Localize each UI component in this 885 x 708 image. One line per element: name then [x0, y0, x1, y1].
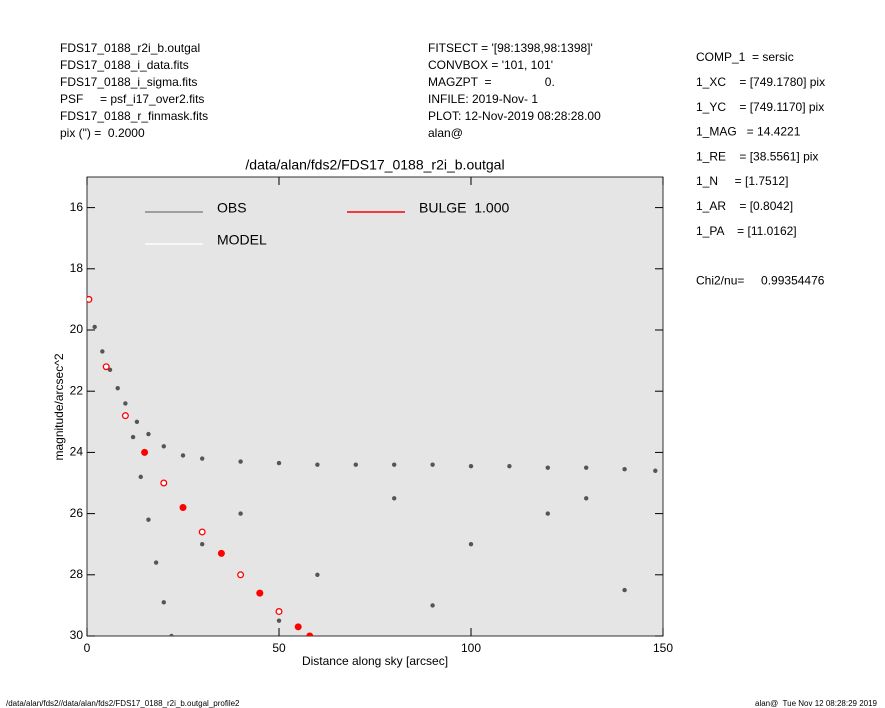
point — [584, 496, 589, 501]
header-text: alan@ — [428, 126, 463, 140]
x-tick-label: 150 — [653, 641, 673, 655]
point — [256, 589, 264, 597]
point — [622, 587, 627, 593]
point — [161, 444, 166, 449]
point — [430, 462, 435, 467]
header-text: Chi2/nu= 0.99354476 — [696, 274, 825, 288]
point — [104, 364, 109, 369]
point — [146, 431, 151, 437]
point — [238, 511, 243, 516]
point — [200, 542, 205, 547]
point — [138, 474, 143, 480]
point — [217, 549, 225, 557]
chart-title: /data/alan/fds2/FDS17_0188_r2i_b.outgal — [245, 157, 504, 173]
point — [545, 465, 550, 470]
header-text: 1_RE = [38.5561] pix — [696, 149, 818, 163]
point — [507, 463, 512, 469]
header-text: CONVBOX = '101, 101' — [428, 58, 553, 72]
point — [468, 463, 474, 469]
y-tick-label: 24 — [70, 445, 84, 459]
point — [315, 572, 320, 577]
point — [315, 462, 320, 467]
footer-left: /data/alan/fds2//data/alan/fds2/FDS17_01… — [6, 699, 240, 708]
x-tick-label: 0 — [84, 641, 91, 655]
point — [200, 456, 205, 461]
point — [161, 480, 166, 486]
point — [276, 460, 282, 466]
y-tick-label: 22 — [70, 383, 84, 397]
point — [169, 633, 174, 636]
header-text: FITSECT = '[98:1398,98:1398]' — [428, 41, 593, 55]
header-text: FDS17_0188_i_data.fits — [60, 58, 189, 72]
y-tick-label: 30 — [70, 628, 84, 642]
point — [430, 603, 435, 608]
header-text: 1_PA = [11.0162] — [696, 224, 797, 238]
point — [161, 600, 166, 605]
point — [468, 542, 474, 547]
header-text: 1_N = [1.7512] — [696, 174, 788, 188]
header-text: INFILE: 2019-Nov- 1 — [428, 92, 538, 106]
point — [392, 462, 397, 467]
point — [153, 560, 159, 565]
point — [123, 401, 128, 406]
point — [180, 453, 186, 458]
legend-label: MODEL — [217, 232, 267, 248]
legend-label: OBS — [217, 200, 247, 216]
legend-label: BULGE 1.000 — [419, 200, 509, 216]
header-text: MAGZPT = 0. — [428, 75, 555, 89]
point — [123, 413, 128, 418]
x-axis-label: Distance along sky [arcsec] — [302, 654, 448, 668]
header-text: FDS17_0188_r_finmask.fits — [60, 109, 208, 123]
point — [276, 618, 282, 623]
point — [134, 419, 140, 424]
y-axis-label: magnitude/arcsec^2 — [52, 353, 66, 460]
y-tick-label: 16 — [70, 200, 84, 214]
point — [545, 511, 550, 516]
point — [276, 609, 282, 614]
point — [200, 529, 205, 535]
y-tick-label: 20 — [70, 322, 84, 336]
point — [238, 572, 243, 577]
point — [130, 434, 136, 440]
x-tick-label: 100 — [461, 641, 481, 655]
header-text: FDS17_0188_r2i_b.outgal — [60, 41, 200, 55]
header-text: 1_AR = [0.8042] — [696, 199, 793, 213]
y-tick-label: 26 — [70, 506, 84, 520]
point — [306, 632, 314, 636]
footer-right: alan@ Tue Nov 12 08:28:29 2019 — [755, 699, 878, 708]
header-text: 1_XC = [749.1780] pix — [696, 75, 825, 89]
point — [622, 467, 627, 472]
header-text: FDS17_0188_i_sigma.fits — [60, 75, 197, 89]
point — [392, 496, 397, 501]
point — [238, 459, 243, 464]
point — [115, 385, 120, 391]
point — [353, 462, 358, 467]
point — [100, 349, 105, 354]
header-text: 1_MAG = 14.4221 — [696, 125, 801, 139]
header-text: PLOT: 12-Nov-2019 08:28:28.00 — [428, 109, 601, 123]
point — [179, 503, 187, 511]
header-text: 1_YC = [749.1170] pix — [696, 100, 824, 114]
point — [653, 468, 658, 473]
y-tick-label: 28 — [70, 567, 84, 581]
point — [294, 623, 302, 631]
point — [146, 517, 151, 522]
plot-area — [86, 176, 664, 637]
point — [584, 465, 589, 470]
point — [141, 448, 149, 456]
point — [87, 297, 92, 302]
header-text: COMP_1 = sersic — [696, 50, 794, 64]
header-text: pix (") = 0.2000 — [60, 126, 145, 140]
data-points — [87, 295, 658, 636]
x-tick-label: 50 — [272, 641, 286, 655]
point — [92, 324, 97, 330]
y-tick-label: 18 — [70, 261, 84, 275]
header-text: PSF = psf_i17_over2.fits — [60, 92, 204, 106]
